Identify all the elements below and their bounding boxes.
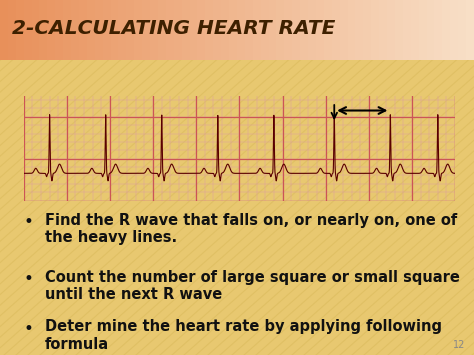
Bar: [324, 0, 333, 60]
Bar: [150, 0, 159, 60]
Bar: [190, 0, 199, 60]
Bar: [47, 0, 56, 60]
Bar: [450, 0, 459, 60]
Bar: [229, 0, 238, 60]
Bar: [134, 0, 143, 60]
Bar: [356, 0, 365, 60]
Bar: [205, 0, 214, 60]
Text: •: •: [24, 320, 34, 338]
Bar: [118, 0, 128, 60]
Bar: [182, 0, 191, 60]
Bar: [332, 0, 341, 60]
Bar: [39, 0, 48, 60]
Bar: [340, 0, 348, 60]
Bar: [158, 0, 167, 60]
Bar: [110, 0, 119, 60]
Bar: [427, 0, 436, 60]
Bar: [308, 0, 317, 60]
Bar: [245, 0, 254, 60]
Bar: [24, 0, 33, 60]
Bar: [419, 0, 428, 60]
Bar: [221, 0, 230, 60]
Bar: [213, 0, 222, 60]
Bar: [371, 0, 380, 60]
Bar: [276, 0, 285, 60]
Bar: [0, 0, 9, 60]
Bar: [347, 0, 356, 60]
Bar: [63, 0, 72, 60]
Bar: [395, 0, 404, 60]
Bar: [442, 0, 451, 60]
Text: 12: 12: [453, 340, 465, 350]
Bar: [16, 0, 25, 60]
Bar: [411, 0, 419, 60]
Bar: [364, 0, 372, 60]
Bar: [55, 0, 64, 60]
Bar: [316, 0, 325, 60]
Bar: [237, 0, 246, 60]
Bar: [261, 0, 270, 60]
Bar: [8, 0, 17, 60]
Text: 2-CALCULATING HEART RATE: 2-CALCULATING HEART RATE: [12, 18, 336, 38]
Bar: [387, 0, 396, 60]
Bar: [103, 0, 111, 60]
Bar: [379, 0, 388, 60]
Bar: [32, 0, 40, 60]
Bar: [166, 0, 175, 60]
Bar: [458, 0, 467, 60]
Bar: [269, 0, 277, 60]
Bar: [87, 0, 96, 60]
Bar: [198, 0, 206, 60]
Text: Deter mine the heart rate by applying following
formula: Deter mine the heart rate by applying fo…: [45, 320, 442, 352]
Bar: [79, 0, 88, 60]
Text: •: •: [24, 213, 34, 231]
Bar: [466, 0, 474, 60]
Bar: [292, 0, 301, 60]
Bar: [284, 0, 293, 60]
Bar: [403, 0, 412, 60]
Bar: [253, 0, 262, 60]
Bar: [71, 0, 80, 60]
Bar: [300, 0, 309, 60]
Text: Count the number of large square or small square
until the next R wave: Count the number of large square or smal…: [45, 270, 460, 302]
Bar: [142, 0, 151, 60]
Text: •: •: [24, 270, 34, 288]
Bar: [127, 0, 135, 60]
Bar: [95, 0, 104, 60]
Text: Find the R wave that falls on, or nearly on, one of
the heavy lines.: Find the R wave that falls on, or nearly…: [45, 213, 457, 245]
Bar: [174, 0, 182, 60]
Bar: [435, 0, 443, 60]
